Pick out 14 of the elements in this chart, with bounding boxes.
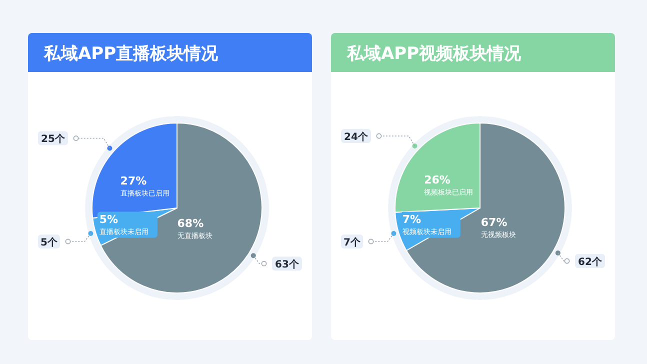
text: 68%: [177, 216, 204, 230]
text: 26%: [424, 173, 450, 186]
text: 67%: [480, 216, 508, 229]
data-label: 62个: [578, 256, 603, 268]
data-label: 5个: [40, 236, 58, 248]
data-label: 7个: [344, 236, 362, 248]
chart-title: 私域APP直播板块情况: [43, 44, 220, 64]
text: 7%: [402, 212, 422, 226]
text: 5%: [99, 212, 118, 226]
text: 27%: [120, 174, 147, 188]
data-label: 63个: [275, 258, 300, 271]
data-label: 25个: [41, 133, 66, 146]
data-label: 24个: [344, 130, 369, 143]
chart-title: 私域APP视频板块情况: [346, 44, 522, 64]
